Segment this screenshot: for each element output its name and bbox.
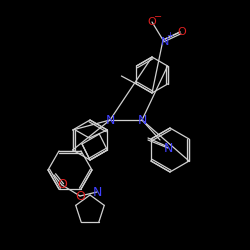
Text: N: N <box>161 37 169 47</box>
Text: O: O <box>75 190 85 202</box>
Text: N: N <box>163 142 173 154</box>
Text: N: N <box>105 114 115 126</box>
Text: +: + <box>166 32 173 40</box>
Text: −: − <box>154 12 162 22</box>
Text: O: O <box>57 178 67 192</box>
Text: N: N <box>92 186 102 198</box>
Text: O: O <box>148 17 156 27</box>
Text: O: O <box>178 27 186 37</box>
Text: N: N <box>137 114 147 126</box>
